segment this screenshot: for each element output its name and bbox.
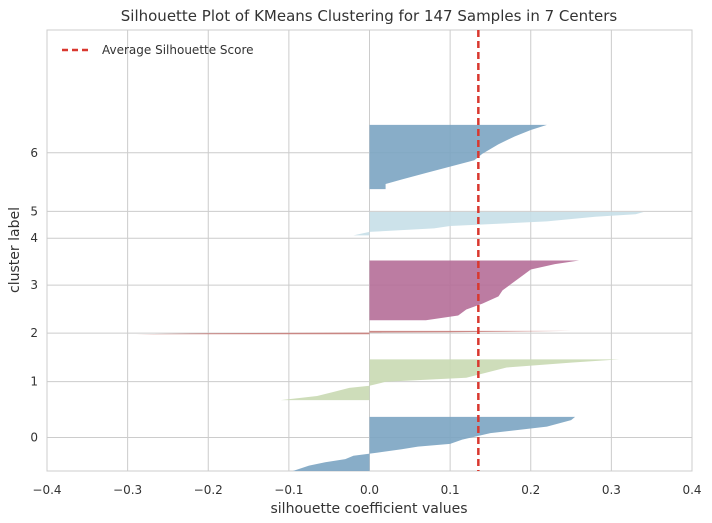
x-tick-label: 0.4 — [682, 483, 701, 497]
x-tick-label: −0.2 — [194, 483, 223, 497]
x-ticks: −0.4 −0.3 −0.2 −0.1 0.0 0.1 0.2 0.3 0.4 — [32, 483, 701, 497]
x-tick-label: −0.1 — [274, 483, 303, 497]
legend-label: Average Silhouette Score — [102, 43, 254, 57]
cluster-2-silhouette — [135, 330, 572, 335]
y-tick-label: 1 — [30, 375, 38, 389]
cluster-silhouettes — [135, 124, 644, 471]
cluster-4-silhouette — [353, 212, 644, 236]
cluster-0-silhouette — [292, 416, 576, 471]
y-tick-label: 6 — [30, 146, 38, 160]
y-tick-label: 4 — [30, 231, 38, 245]
y-axis-label: cluster label — [7, 207, 23, 293]
cluster-1-silhouette — [280, 359, 620, 401]
x-tick-label: 0.3 — [602, 483, 621, 497]
x-tick-label: 0.2 — [521, 483, 540, 497]
y-tick-label: 3 — [30, 278, 38, 292]
cluster-5-silhouette — [369, 124, 547, 190]
x-tick-label: −0.4 — [32, 483, 61, 497]
chart-title: Silhouette Plot of KMeans Clustering for… — [121, 7, 618, 25]
cluster-3-silhouette — [369, 260, 580, 321]
y-tick-label: 2 — [30, 326, 38, 340]
x-tick-label: 0.1 — [441, 483, 460, 497]
y-ticks: 0 1 2 3 4 5 6 — [30, 146, 38, 445]
y-tick-label: 5 — [30, 204, 38, 218]
legend: Average Silhouette Score — [62, 43, 254, 57]
x-tick-label: 0.0 — [360, 483, 379, 497]
y-tick-label: 0 — [30, 431, 38, 445]
x-tick-label: −0.3 — [113, 483, 142, 497]
x-axis-label: silhouette coefficient values — [271, 501, 468, 517]
